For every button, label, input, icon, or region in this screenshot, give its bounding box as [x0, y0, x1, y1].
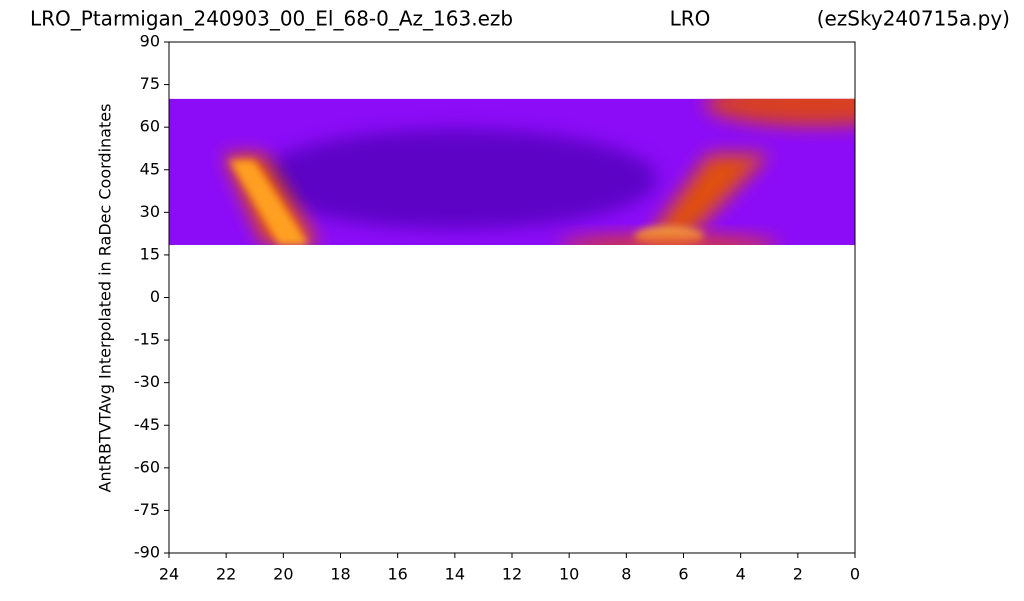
- y-tick-label: 15: [140, 244, 160, 263]
- y-tick-label: 45: [140, 159, 160, 178]
- x-tick-label: 22: [216, 565, 236, 584]
- y-tick-label: -45: [134, 415, 160, 434]
- heat-warm: [229, 160, 309, 245]
- annotation: (ezSky240715a.py): [817, 7, 1010, 31]
- chart-subtitle: LRO: [670, 7, 711, 31]
- y-tick-label: 75: [140, 74, 160, 93]
- x-tick-label: 6: [678, 565, 688, 584]
- x-tick-label: 18: [330, 565, 350, 584]
- x-tick-label: 24: [159, 565, 179, 584]
- heat-cool: [257, 129, 658, 230]
- y-axis-label: AntRBTVTAvg Interpolated in RaDec Coordi…: [96, 104, 115, 493]
- y-tick-label: 60: [140, 117, 160, 136]
- heat-warm: [705, 98, 855, 126]
- y-tick-label: -75: [134, 500, 160, 519]
- x-tick-label: 10: [559, 565, 579, 584]
- y-tick-label: -15: [134, 330, 160, 349]
- heat-warm: [559, 234, 779, 245]
- x-tick-label: 0: [850, 565, 860, 584]
- heatmap: [169, 98, 855, 245]
- x-tick-label: 2: [793, 565, 803, 584]
- chart-title: LRO_Ptarmigan_240903_00_El_68-0_Az_163.e…: [30, 7, 513, 31]
- y-tick-label: 0: [150, 287, 160, 306]
- y-tick-label: -60: [134, 457, 160, 476]
- y-tick-label: -90: [134, 543, 160, 562]
- x-tick-label: 4: [736, 565, 746, 584]
- x-tick-label: 20: [273, 565, 293, 584]
- x-tick-label: 14: [445, 565, 465, 584]
- x-tick-label: 16: [387, 565, 407, 584]
- x-tick-label: 12: [502, 565, 522, 584]
- x-tick-label: 8: [621, 565, 631, 584]
- y-tick-label: 90: [140, 32, 160, 51]
- heat-warm: [649, 154, 769, 237]
- y-tick-label: 30: [140, 202, 160, 221]
- y-tick-label: -30: [134, 372, 160, 391]
